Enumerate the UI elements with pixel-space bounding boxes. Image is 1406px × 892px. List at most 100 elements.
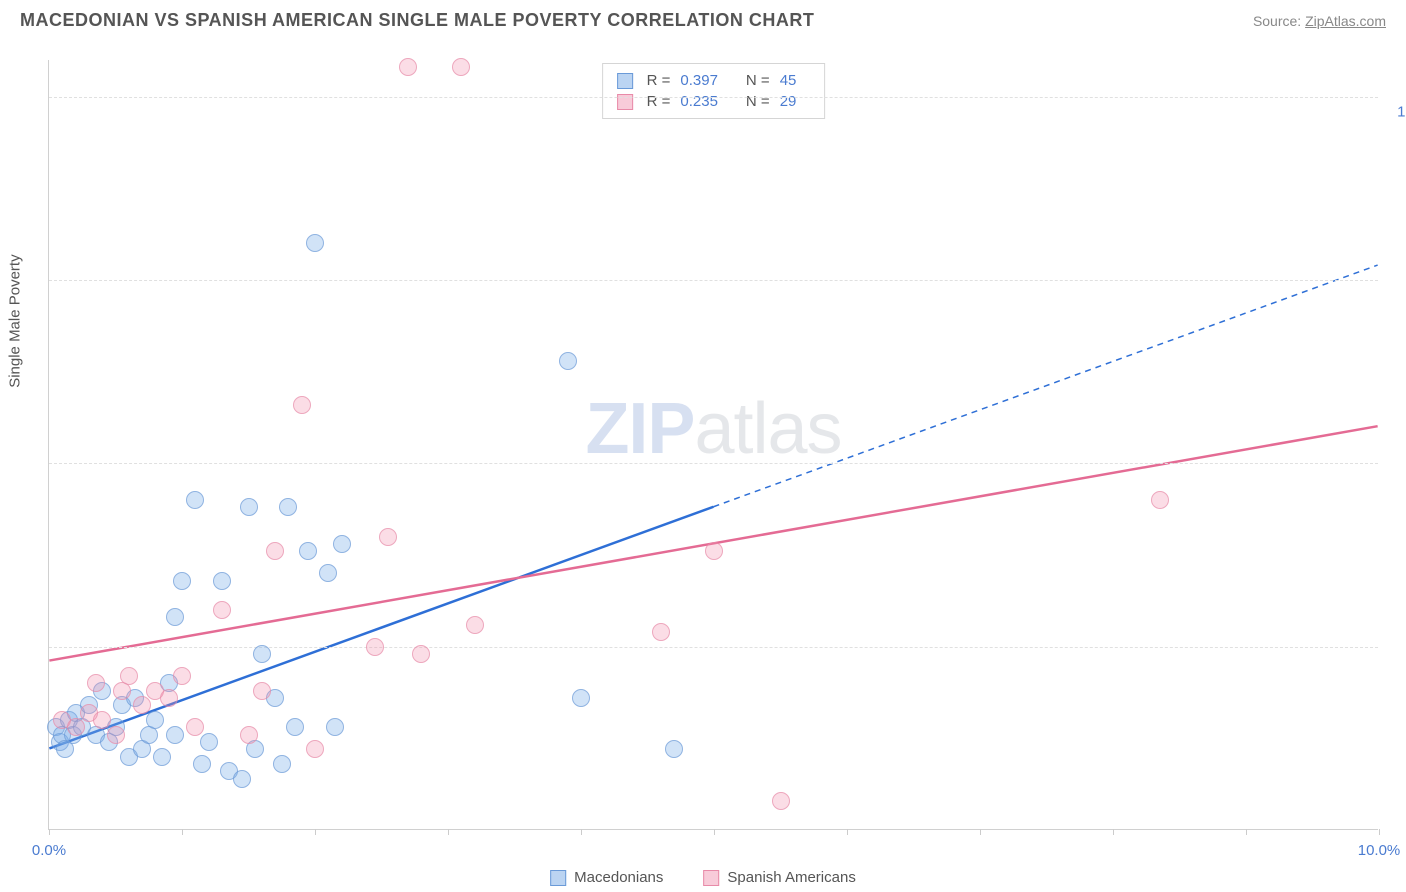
data-point (652, 623, 670, 641)
data-point (299, 542, 317, 560)
data-point (146, 711, 164, 729)
x-tick (49, 829, 50, 835)
data-point (466, 616, 484, 634)
x-tick (1113, 829, 1114, 835)
x-tick (980, 829, 981, 835)
x-tick (847, 829, 848, 835)
data-point (306, 740, 324, 758)
data-point (273, 755, 291, 773)
x-tick (182, 829, 183, 835)
data-point (412, 645, 430, 663)
y-axis-title: Single Male Poverty (7, 254, 24, 387)
data-point (240, 726, 258, 744)
r-value-0: 0.397 (680, 72, 718, 89)
x-tick-label: 0.0% (32, 842, 66, 859)
header: MACEDONIAN VS SPANISH AMERICAN SINGLE MA… (0, 0, 1406, 36)
data-point (186, 491, 204, 509)
n-label-0: N = (746, 72, 770, 89)
r-value-1: 0.235 (680, 93, 718, 110)
y-tick-label: 75.0% (1388, 287, 1406, 304)
source-attribution: Source: ZipAtlas.com (1253, 13, 1386, 29)
data-point (240, 498, 258, 516)
data-point (266, 542, 284, 560)
watermark-bold: ZIP (585, 389, 694, 469)
data-point (166, 608, 184, 626)
scatter-chart: ZIPatlas R = 0.397 N = 45 R = 0.235 N = … (48, 60, 1378, 830)
gridline (49, 463, 1378, 464)
data-point (87, 674, 105, 692)
legend-label-1: Spanish Americans (727, 869, 855, 886)
gridline (49, 97, 1378, 98)
data-point (572, 689, 590, 707)
data-point (186, 718, 204, 736)
watermark: ZIPatlas (585, 388, 841, 470)
x-tick (581, 829, 582, 835)
data-point (559, 352, 577, 370)
n-label-1: N = (746, 93, 770, 110)
data-point (233, 770, 251, 788)
data-point (399, 58, 417, 76)
legend-swatch-0 (550, 870, 566, 886)
data-point (293, 396, 311, 414)
x-tick (1379, 829, 1380, 835)
r-label-1: R = (647, 93, 671, 110)
data-point (213, 572, 231, 590)
x-tick (448, 829, 449, 835)
data-point (319, 564, 337, 582)
data-point (333, 535, 351, 553)
data-point (160, 689, 178, 707)
legend-item-0: Macedonians (550, 869, 663, 886)
data-point (326, 718, 344, 736)
data-point (279, 498, 297, 516)
chart-title: MACEDONIAN VS SPANISH AMERICAN SINGLE MA… (20, 10, 814, 31)
data-point (200, 733, 218, 751)
source-link[interactable]: ZipAtlas.com (1305, 13, 1386, 29)
legend-item-1: Spanish Americans (703, 869, 855, 886)
r-label-0: R = (647, 72, 671, 89)
data-point (67, 718, 85, 736)
data-point (253, 645, 271, 663)
data-point (166, 726, 184, 744)
data-point (366, 638, 384, 656)
data-point (286, 718, 304, 736)
source-label: Source: (1253, 13, 1301, 29)
n-value-0: 45 (780, 72, 797, 89)
y-tick-label: 50.0% (1388, 470, 1406, 487)
data-point (93, 711, 111, 729)
x-tick (714, 829, 715, 835)
data-point (213, 601, 231, 619)
x-tick-label: 10.0% (1358, 842, 1401, 859)
data-point (253, 682, 271, 700)
data-point (107, 726, 125, 744)
data-point (705, 542, 723, 560)
stats-row-1: R = 0.235 N = 29 (617, 91, 811, 112)
data-point (120, 667, 138, 685)
data-point (306, 234, 324, 252)
stats-legend-box: R = 0.397 N = 45 R = 0.235 N = 29 (602, 63, 826, 119)
bottom-legend: Macedonians Spanish Americans (550, 869, 856, 886)
data-point (173, 667, 191, 685)
data-point (153, 748, 171, 766)
n-value-1: 29 (780, 93, 797, 110)
y-tick-label: 25.0% (1388, 653, 1406, 670)
watermark-rest: atlas (694, 389, 841, 469)
gridline (49, 280, 1378, 281)
data-point (665, 740, 683, 758)
legend-label-0: Macedonians (574, 869, 663, 886)
y-tick-label: 100.0% (1388, 103, 1406, 120)
data-point (173, 572, 191, 590)
trendlines-svg (49, 60, 1378, 829)
x-tick (1246, 829, 1247, 835)
gridline (49, 647, 1378, 648)
stats-row-0: R = 0.397 N = 45 (617, 70, 811, 91)
trendline-dashed (714, 265, 1378, 507)
data-point (452, 58, 470, 76)
data-point (379, 528, 397, 546)
x-tick (315, 829, 316, 835)
swatch-series0 (617, 73, 633, 89)
data-point (1151, 491, 1169, 509)
data-point (133, 696, 151, 714)
legend-swatch-1 (703, 870, 719, 886)
data-point (193, 755, 211, 773)
data-point (772, 792, 790, 810)
